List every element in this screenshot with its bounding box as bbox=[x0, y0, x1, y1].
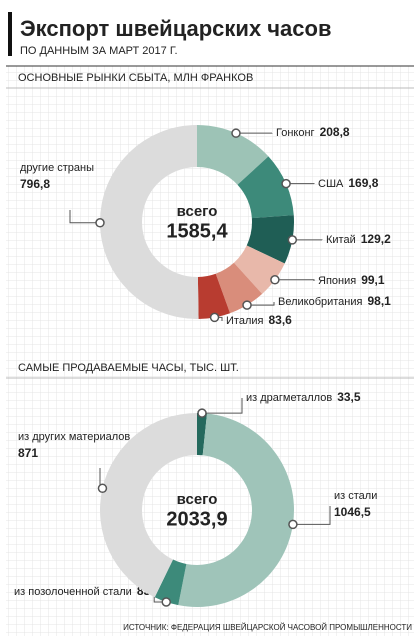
leader-dot bbox=[161, 597, 171, 607]
slice-label: другие страны bbox=[20, 162, 94, 174]
value-label: 1046,5 bbox=[334, 505, 371, 519]
leader-line bbox=[69, 210, 101, 224]
subtitle: ПО ДАННЫМ ЗА МАРТ 2017 Г. bbox=[20, 45, 178, 57]
section-title: ОСНОВНЫЕ РЫНКИ СБЫТА, МЛН ФРАНКОВ bbox=[18, 72, 253, 84]
leader-line bbox=[292, 506, 331, 525]
leader-line bbox=[274, 279, 315, 281]
title-bar bbox=[8, 12, 12, 56]
slice-label: США bbox=[318, 178, 344, 190]
donut-slice bbox=[154, 559, 187, 606]
slice-label: Италия bbox=[226, 315, 264, 327]
leader-dot bbox=[95, 218, 105, 228]
leader-dot bbox=[97, 483, 108, 494]
value-label: 169,8 bbox=[348, 176, 378, 190]
slice-label: Великобритания bbox=[278, 296, 363, 308]
slice-label: Китай bbox=[326, 234, 356, 246]
center-label: всего bbox=[177, 491, 218, 508]
value-label: 129,2 bbox=[361, 232, 391, 246]
center-total: 2033,9 bbox=[166, 508, 227, 530]
value-label: 33,5 bbox=[337, 390, 361, 404]
donut-slice bbox=[246, 215, 294, 264]
value-label: 796,8 bbox=[20, 177, 50, 191]
slice-label: Япония bbox=[318, 275, 356, 287]
section-title: САМЫЕ ПРОДАВАЕМЫЕ ЧАСЫ, ТЫС. ШТ. bbox=[18, 362, 239, 374]
value-label: 208,8 bbox=[320, 125, 350, 139]
center-label: всего bbox=[177, 203, 218, 220]
title: Экспорт швейцарских часов bbox=[20, 16, 332, 41]
leader-line bbox=[247, 302, 275, 306]
leader-dot bbox=[288, 519, 298, 530]
value-label: 98,1 bbox=[367, 294, 391, 308]
leader-line bbox=[202, 398, 243, 414]
donut-slice bbox=[215, 262, 263, 314]
slice-label: из драгметаллов bbox=[246, 392, 332, 404]
donut-slice bbox=[178, 413, 295, 607]
donut-slice bbox=[197, 413, 208, 456]
center-total: 1585,4 bbox=[166, 220, 228, 242]
leader-dot bbox=[242, 300, 252, 310]
slice-label: из стали bbox=[334, 490, 377, 502]
leader-dot bbox=[209, 312, 220, 323]
source: ИСТОЧНИК: ФЕДЕРАЦИЯ ШВЕЙЦАРСКОЙ ЧАСОВОЙ … bbox=[123, 623, 412, 632]
donut-slice bbox=[100, 413, 197, 598]
donut-slice bbox=[99, 124, 199, 320]
leader-dot bbox=[197, 408, 207, 418]
slice-label: из других материалов bbox=[18, 431, 130, 443]
leader-dot bbox=[281, 178, 291, 189]
leader-dot bbox=[231, 128, 241, 138]
slice-label: из позолоченной стали bbox=[14, 586, 132, 598]
value-label: 83,6 bbox=[268, 313, 292, 327]
donut-slice bbox=[197, 273, 231, 319]
value-label: 99,1 bbox=[361, 273, 385, 287]
value-label: 871 bbox=[18, 446, 38, 460]
slice-label: Гонконг bbox=[276, 127, 315, 139]
donut-slice bbox=[237, 156, 294, 219]
donut-slice bbox=[197, 125, 269, 185]
leader-dot bbox=[287, 235, 298, 245]
leader-dot bbox=[270, 275, 280, 285]
